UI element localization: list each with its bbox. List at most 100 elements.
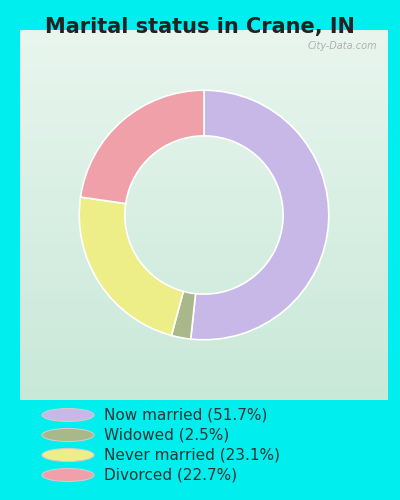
Bar	[20, 342, 388, 344]
Bar	[20, 136, 388, 137]
Bar	[20, 179, 388, 180]
Bar	[20, 42, 388, 43]
Bar	[20, 316, 388, 318]
Bar	[20, 98, 388, 100]
Bar	[20, 53, 388, 54]
Bar	[20, 127, 388, 128]
Bar	[20, 122, 388, 124]
Bar	[20, 94, 388, 95]
Bar	[20, 200, 388, 202]
Bar	[20, 36, 388, 37]
Bar	[20, 338, 388, 340]
Bar	[20, 274, 388, 276]
Bar	[20, 142, 388, 144]
Bar	[20, 166, 388, 168]
Bar	[20, 172, 388, 173]
Bar	[20, 258, 388, 260]
Bar	[20, 380, 388, 381]
Bar	[20, 224, 388, 225]
Bar	[20, 312, 388, 314]
Bar	[20, 173, 388, 174]
Bar	[20, 52, 388, 53]
Bar	[20, 396, 388, 397]
Bar	[20, 306, 388, 308]
Bar	[20, 184, 388, 186]
Bar	[20, 60, 388, 62]
Bar	[20, 196, 388, 198]
Bar	[20, 270, 388, 272]
Bar	[20, 106, 388, 108]
Bar	[20, 218, 388, 220]
Bar	[20, 82, 388, 84]
Bar	[20, 220, 388, 221]
Bar	[20, 68, 388, 69]
Bar	[20, 96, 388, 98]
Bar	[20, 202, 388, 203]
Bar	[20, 116, 388, 118]
Bar	[20, 322, 388, 324]
Text: Now married (51.7%): Now married (51.7%)	[104, 408, 267, 422]
Bar	[20, 168, 388, 169]
Bar	[20, 183, 388, 184]
Bar	[20, 330, 388, 332]
Bar	[20, 282, 388, 283]
Bar	[20, 264, 388, 266]
Text: Marital status in Crane, IN: Marital status in Crane, IN	[45, 18, 355, 38]
Bar	[20, 78, 388, 79]
Bar	[20, 299, 388, 300]
Circle shape	[42, 408, 94, 422]
Bar	[20, 272, 388, 273]
Bar	[20, 182, 388, 183]
Bar	[20, 40, 388, 42]
Bar	[20, 302, 388, 303]
Bar	[20, 293, 388, 294]
Bar	[20, 92, 388, 94]
Bar	[20, 63, 388, 64]
Bar	[20, 158, 388, 160]
Bar	[20, 266, 388, 267]
Bar	[20, 66, 388, 68]
Bar	[20, 244, 388, 246]
Bar	[20, 277, 388, 278]
Bar	[20, 284, 388, 286]
Bar	[20, 334, 388, 335]
Bar	[20, 90, 388, 92]
Bar	[20, 144, 388, 146]
Bar	[20, 362, 388, 364]
Bar	[20, 134, 388, 136]
Bar	[20, 247, 388, 248]
Bar	[20, 160, 388, 162]
Bar	[20, 326, 388, 328]
Bar	[20, 329, 388, 330]
Wedge shape	[80, 90, 204, 204]
Bar	[20, 241, 388, 242]
Bar	[20, 376, 388, 377]
Bar	[20, 350, 388, 351]
Bar	[20, 105, 388, 106]
Bar	[20, 33, 388, 34]
Bar	[20, 120, 388, 121]
Bar	[20, 235, 388, 236]
Bar	[20, 104, 388, 105]
Bar	[20, 178, 388, 179]
Bar	[20, 248, 388, 250]
Bar	[20, 356, 388, 358]
Wedge shape	[79, 197, 183, 336]
Bar	[20, 152, 388, 153]
Bar	[20, 278, 388, 280]
Bar	[20, 300, 388, 302]
Bar	[20, 387, 388, 388]
Bar	[20, 364, 388, 366]
Bar	[20, 43, 388, 44]
Bar	[20, 137, 388, 138]
Bar	[20, 170, 388, 172]
Bar	[20, 382, 388, 384]
Bar	[20, 377, 388, 378]
Bar	[20, 319, 388, 320]
Text: Widowed (2.5%): Widowed (2.5%)	[104, 428, 229, 442]
Bar	[20, 169, 388, 170]
Bar	[20, 130, 388, 131]
Bar	[20, 386, 388, 387]
Bar	[20, 216, 388, 218]
Bar	[20, 314, 388, 316]
